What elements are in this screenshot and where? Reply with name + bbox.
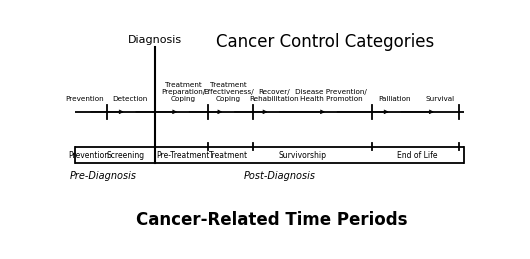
Text: Disease Prevention/
Health Promotion: Disease Prevention/ Health Promotion — [295, 89, 367, 102]
Text: Pre-Treatment: Pre-Treatment — [157, 151, 210, 160]
Text: Diagnosis: Diagnosis — [128, 35, 182, 45]
Text: Survivorship: Survivorship — [278, 151, 326, 160]
Text: Prevention: Prevention — [68, 151, 109, 160]
Text: Treatment: Treatment — [209, 151, 248, 160]
Text: Cancer-Related Time Periods: Cancer-Related Time Periods — [136, 211, 408, 228]
Text: Detection: Detection — [112, 96, 147, 102]
Text: Cancer Control Categories: Cancer Control Categories — [216, 33, 434, 51]
Text: Treatment
Preparation/
Coping: Treatment Preparation/ Coping — [161, 82, 206, 102]
Text: Survival: Survival — [426, 96, 455, 102]
Text: Recover/
Rehabilitation: Recover/ Rehabilitation — [249, 89, 298, 102]
Text: Treatment
Effectiveness/
Coping: Treatment Effectiveness/ Coping — [203, 82, 254, 102]
Text: Pre-Diagnosis: Pre-Diagnosis — [70, 171, 137, 181]
Text: Palliation: Palliation — [378, 96, 411, 102]
Text: Post-Diagnosis: Post-Diagnosis — [244, 171, 316, 181]
Text: Prevention: Prevention — [65, 96, 104, 102]
Text: End of Life: End of Life — [397, 151, 438, 160]
Text: Screening: Screening — [107, 151, 145, 160]
